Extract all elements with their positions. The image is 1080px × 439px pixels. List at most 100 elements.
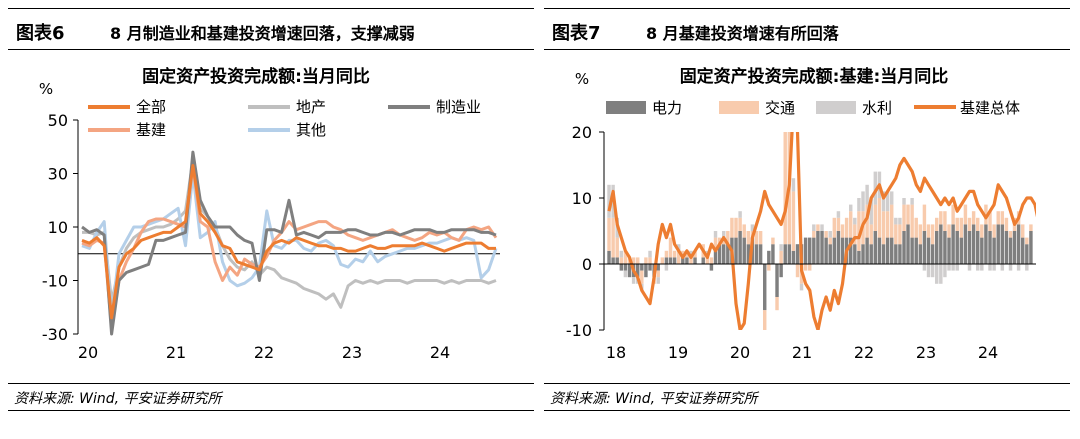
bar-segment — [816, 224, 820, 231]
bar-segment — [750, 224, 755, 231]
bar-segment — [832, 217, 837, 238]
chart-title: 固定资产投资完成额:当月同比 — [142, 66, 370, 87]
bar-segment — [693, 250, 697, 258]
series-line-2 — [81, 150, 497, 336]
bar-segment — [857, 211, 861, 251]
bar-segment — [672, 250, 677, 258]
bar-segment — [791, 178, 796, 192]
bar-segment — [795, 244, 800, 264]
bar-segment — [935, 217, 939, 231]
bar-segment — [959, 237, 964, 264]
bar-segment — [746, 231, 751, 245]
bar-segment — [783, 132, 787, 245]
bar-segment — [955, 264, 959, 271]
bar-segment — [926, 237, 931, 264]
bar-segment — [717, 237, 722, 245]
source-text: 资料来源: Wind, 平安证券研究所 — [550, 391, 758, 407]
bar-segment — [955, 217, 959, 231]
bar-segment — [656, 264, 660, 271]
bar-segment — [754, 244, 759, 264]
bar-segment — [803, 237, 808, 264]
bar-segment — [865, 184, 869, 205]
bar-segment — [742, 237, 746, 264]
x-tick-label: 19 — [668, 343, 688, 362]
bar-segment — [763, 310, 767, 330]
bar-segment — [775, 264, 779, 297]
bar-segment — [607, 217, 611, 251]
bar-segment — [799, 283, 804, 291]
bar-segment — [738, 217, 742, 231]
bar-segment — [996, 224, 1000, 264]
bar-segment — [685, 250, 689, 258]
bar-segment — [619, 257, 624, 264]
bar-segment — [1008, 264, 1013, 271]
bar-segment — [902, 204, 906, 231]
y-tick-label: -10 — [42, 272, 68, 291]
bar-segment — [967, 217, 972, 231]
bar-segment — [660, 257, 665, 264]
bar-segment — [890, 204, 894, 238]
bar-segment — [849, 237, 853, 264]
bar-segment — [709, 264, 714, 271]
bar-segment — [939, 224, 943, 264]
bar-segment — [935, 231, 939, 264]
bar-segment — [947, 224, 951, 238]
bar-segment — [1008, 231, 1013, 238]
bar-segment — [890, 237, 894, 264]
bar-segment — [705, 257, 710, 264]
bar-segment — [1016, 264, 1021, 271]
bar-segment — [644, 264, 648, 278]
bar-segment — [976, 217, 980, 231]
bar-segment — [754, 231, 759, 245]
legend-label: 基建总体 — [960, 99, 1020, 117]
bar-segment — [873, 231, 878, 264]
bar-segment — [1000, 224, 1005, 264]
bar-segment — [881, 244, 886, 264]
bar-segment — [894, 217, 898, 225]
bar-segment — [803, 264, 808, 271]
bar-segment — [836, 217, 841, 231]
bar-segment — [853, 244, 857, 264]
bar-segment — [726, 231, 730, 245]
bar-segment — [636, 257, 640, 264]
bar-segment — [607, 184, 611, 218]
y-axis-unit: % — [39, 80, 53, 98]
bar-segment — [664, 257, 669, 264]
bar-segment — [636, 264, 640, 278]
legend-label: 地产 — [296, 98, 326, 116]
bar-segment — [992, 224, 996, 238]
bar-segment — [951, 204, 955, 225]
bar-segment — [820, 231, 824, 264]
y-axis-unit: % — [575, 70, 589, 88]
y-tick-label: 10 — [572, 189, 592, 208]
bar-segment — [967, 264, 972, 271]
bar-segment — [758, 231, 763, 245]
bar-segment — [779, 264, 783, 278]
bar-segment — [758, 244, 763, 264]
bar-segment — [914, 217, 918, 238]
bar-segment — [783, 244, 787, 264]
bar-segment — [701, 257, 705, 264]
bar-segment — [722, 237, 726, 245]
bar-segment — [791, 250, 796, 264]
bar-segment — [771, 237, 775, 245]
bar-segment — [881, 191, 886, 212]
legend-label: 其他 — [296, 121, 326, 139]
bar-segment — [980, 224, 984, 238]
bar-segment — [988, 231, 992, 264]
bar-segment — [959, 217, 964, 238]
bar-segment — [611, 257, 615, 264]
bar-segment — [885, 237, 890, 264]
bar-segment — [971, 211, 976, 225]
legend-swatch — [719, 101, 759, 114]
bar-segment — [734, 237, 738, 264]
bar-segment — [840, 224, 845, 238]
bar-segment — [840, 237, 845, 264]
bar-segment — [918, 224, 923, 245]
x-tick-label: 18 — [606, 343, 626, 362]
bar-segment — [713, 237, 718, 251]
bar-segment — [943, 264, 947, 278]
bar-segment — [648, 264, 652, 271]
bar-segment — [922, 264, 927, 271]
x-tick-label: 21 — [166, 343, 186, 362]
